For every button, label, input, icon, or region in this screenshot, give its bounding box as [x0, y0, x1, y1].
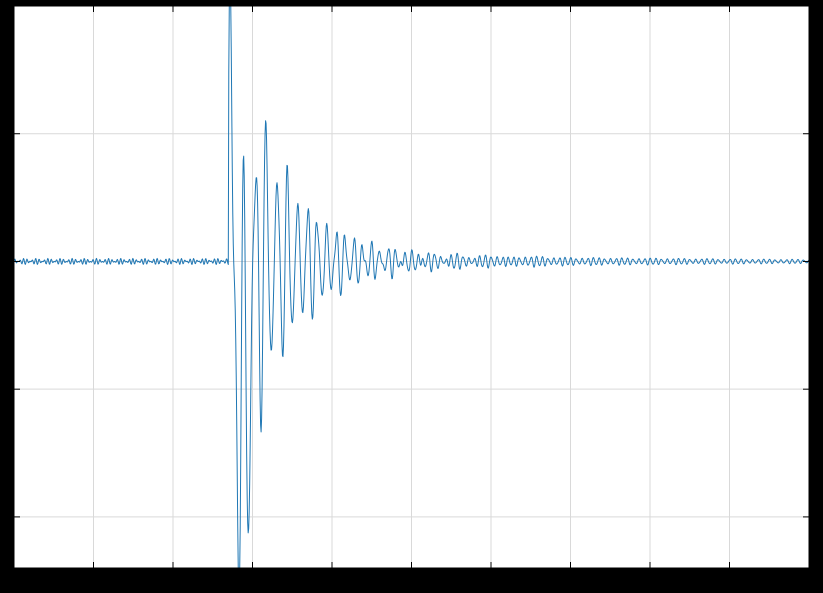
- signal-chart: [0, 0, 823, 593]
- chart-svg: [0, 0, 823, 588]
